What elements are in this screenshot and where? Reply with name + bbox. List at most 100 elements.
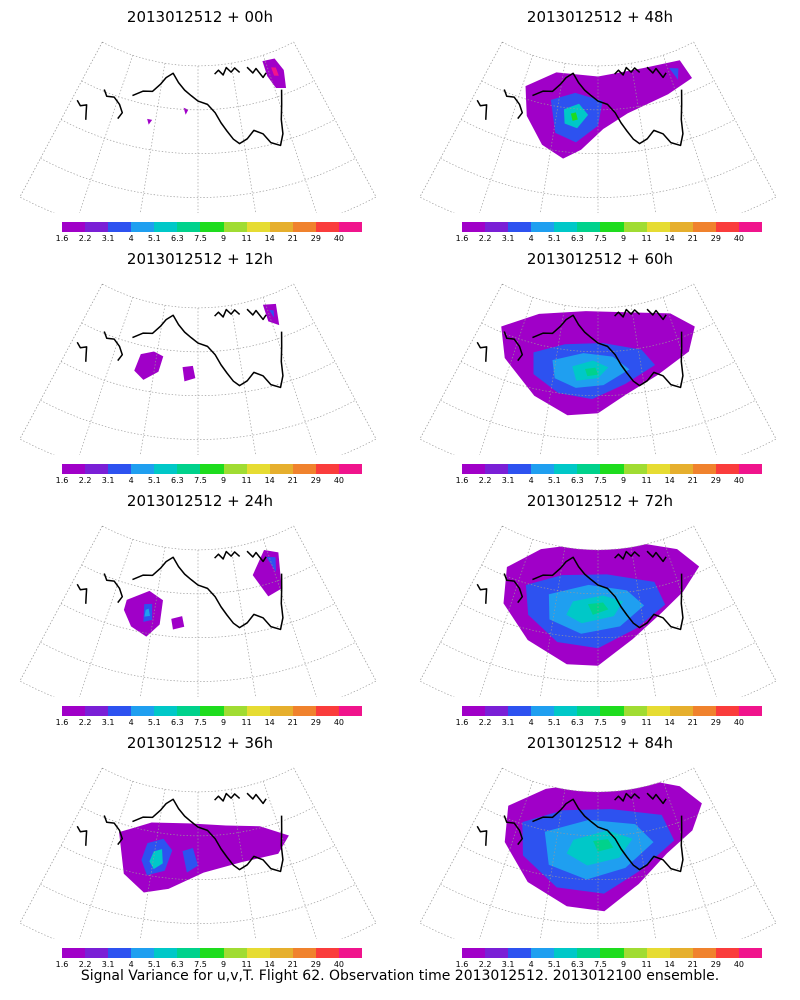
colorbar-segment [692, 222, 716, 232]
meridian-line [476, 297, 534, 455]
parallel-line [40, 883, 356, 924]
colorbar-segment [85, 464, 109, 474]
parallel-line [440, 883, 756, 924]
meridian-line [293, 768, 377, 924]
colorbar-segment [269, 706, 293, 716]
meridian-line [293, 284, 377, 440]
map-border [419, 41, 777, 213]
colorbar-tick-label: 29 [310, 960, 321, 969]
parallel-line [481, 322, 715, 353]
coastline [76, 341, 88, 362]
variance-map [19, 283, 377, 455]
colorbar-tick-label: 9 [220, 234, 227, 243]
colorbar-tick-label: 1.6 [55, 476, 69, 485]
colorbar-labels: 1.6 2.2 3.1 4 5.1 6.3 7.5 9 11 14 21 29 40 [456, 476, 762, 486]
coastline [76, 825, 88, 846]
colorbar-segment [738, 464, 763, 474]
meridian-line [693, 526, 777, 682]
colorbar-tick-label: 9 [620, 718, 627, 727]
colorbar-segment [531, 706, 555, 716]
coastline [503, 331, 524, 362]
colorbar-segment [623, 706, 647, 716]
colorbar-tick-label: 4 [528, 476, 534, 485]
colorbar-tick-label: 3.1 [501, 234, 515, 243]
meridian-line [136, 547, 166, 697]
colorbar-tick-label: 6.3 [171, 718, 184, 727]
coastline [246, 66, 267, 79]
colorbar-segment [338, 948, 363, 958]
meridian-line [76, 55, 134, 213]
colorbar-tick-label: 40 [733, 234, 745, 243]
meridian-line [476, 539, 534, 697]
coastline [246, 550, 267, 563]
colorbar-tick-label: 4 [128, 476, 134, 485]
colorbar-tick-label: 3.1 [501, 718, 515, 727]
coastline [132, 798, 284, 873]
coastline [103, 815, 124, 846]
colorbar-tick-label: 14 [664, 718, 675, 727]
parallel-line [60, 119, 336, 154]
map-panel: 2013012512 + 60h 1.6 2.2 3.1 4 5.1 6.3 7.5 9 11 14… [400, 242, 800, 487]
colorbar-segment [154, 706, 178, 716]
colorbar-tick-label: 5.1 [547, 476, 561, 485]
meridian-line [662, 781, 720, 939]
colorbar-segment [108, 948, 132, 958]
colorbar-segment [485, 222, 509, 232]
colorbar-labels: 1.6 2.2 3.1 4 5.1 6.3 7.5 9 11 14 21 29 40 [456, 960, 762, 970]
colorbar-tick-label: 11 [241, 476, 252, 485]
colorbar-tick-label: 7.5 [194, 960, 207, 969]
coastline [614, 550, 641, 560]
colorbar-segment [154, 948, 178, 958]
coastline [76, 99, 88, 120]
colorbar-segment [315, 222, 339, 232]
colorbar-tick-label: 5.1 [147, 960, 161, 969]
colorbar-segment [108, 464, 132, 474]
meridian-line [293, 42, 377, 198]
meridian-line [76, 539, 134, 697]
colorbar-segment [646, 222, 670, 232]
coastline [103, 573, 124, 604]
colorbar-segment [85, 222, 109, 232]
colorbar-segment [62, 706, 86, 716]
coastline [532, 556, 684, 631]
colorbar-tick-label: 2.2 [478, 234, 492, 243]
colorbar-segment [715, 706, 739, 716]
map-border [19, 767, 377, 939]
colorbar-segment [738, 222, 763, 232]
colorbar-segment [600, 222, 624, 232]
colorbar-tick-label: 4 [528, 718, 534, 727]
colorbar-tick-label: 3.1 [101, 476, 115, 485]
map-border [419, 767, 777, 939]
colorbar-segment [62, 464, 86, 474]
colorbar-tick-label: 6.3 [571, 476, 584, 485]
parallel-line [60, 603, 336, 638]
colorbar-tick-label: 6.3 [571, 718, 584, 727]
colorbar-labels: 1.6 2.2 3.1 4 5.1 6.3 7.5 9 11 14 21 29 40 [456, 718, 762, 728]
colorbar-segment [485, 948, 509, 958]
variance-map [419, 525, 777, 697]
meridian-line [136, 305, 166, 455]
colorbar-tick-label: 5.1 [147, 476, 161, 485]
meridian-line [476, 55, 534, 213]
colorbar-segment [108, 222, 132, 232]
colorbar-tick-label: 1.6 [455, 476, 469, 485]
colorbar-tick-label: 40 [733, 960, 745, 969]
variance-map [419, 41, 777, 213]
colorbar-segment [131, 464, 155, 474]
colorbar-segment [508, 706, 532, 716]
colorbar-tick-label: 40 [333, 960, 345, 969]
meridian-line [536, 305, 566, 455]
variance-contour [147, 118, 153, 125]
variance-contour [269, 310, 275, 318]
panel-title: 2013012512 + 12h [126, 250, 274, 268]
colorbar-tick-label: 6.3 [171, 960, 184, 969]
colorbar-segment [531, 222, 555, 232]
colorbar-segment [600, 706, 624, 716]
parallel-line [460, 603, 736, 638]
variance-contour [585, 367, 598, 377]
colorbar-tick-label: 7.5 [194, 476, 207, 485]
panel-title: 2013012512 + 48h [526, 8, 674, 26]
variance-map [19, 767, 377, 939]
colorbar-segment [338, 222, 363, 232]
variance-contour [262, 303, 280, 326]
